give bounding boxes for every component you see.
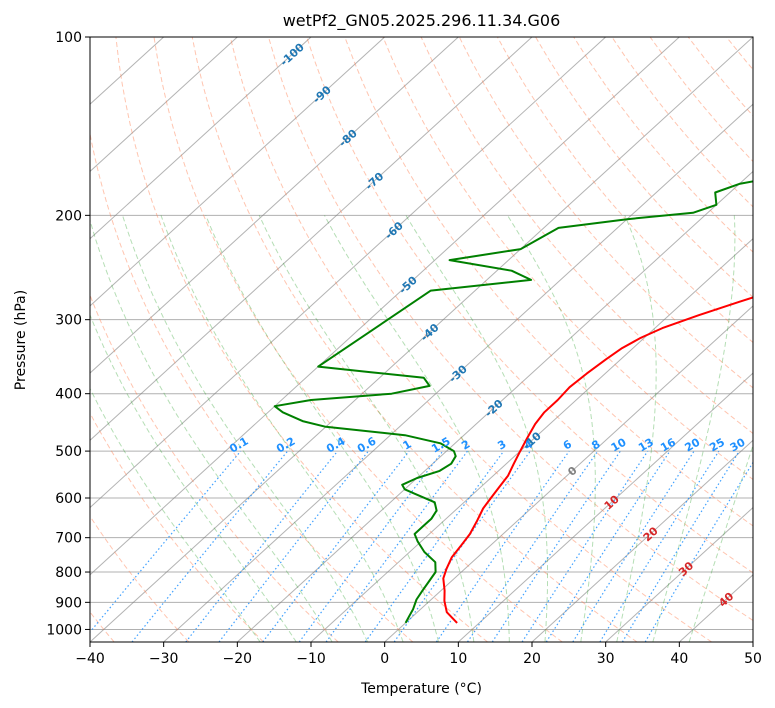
y-tick-label: 200 [55,208,82,224]
mixing-ratio-line [131,450,289,642]
isotherm-line [90,37,386,307]
y-tick-label: 600 [55,491,82,507]
y-tick-label: 900 [55,595,82,611]
dry-adiabat-line [420,37,753,435]
dewpoint-profile-line [273,180,753,624]
x-tick-label: 20 [523,651,541,667]
moist-adiabat-line [405,215,548,642]
isotherm-line [605,506,753,642]
dry-adiabat-line [90,131,414,642]
moist-adiabat-line [616,215,657,642]
isotherm-line [90,37,312,240]
mixing-ratio-line [298,450,444,642]
y-tick-label: 700 [55,531,82,547]
mixing-ratio-line [572,450,695,642]
isotherm-line [310,237,753,642]
x-tick-label: 30 [597,651,615,667]
dry-adiabat-line [268,37,753,622]
dry-adiabat-line [191,37,638,642]
dry-adiabat-line [344,37,753,527]
x-tick-label: 40 [670,651,688,667]
y-tick-label: 500 [55,444,82,460]
mixing-ratio-line [491,450,621,642]
dry-adiabat-line [496,37,753,344]
isotherm-line [384,305,753,642]
x-tick-label: 10 [449,651,467,667]
isotherm-line [236,170,753,642]
moist-adiabat-line [90,313,297,642]
isotherm-line [90,37,459,374]
isotherm-line [531,439,753,642]
isotherm-line [90,37,680,576]
dry-adiabat-line [90,412,264,642]
mixing-ratio-line [545,450,671,642]
mixing-ratio-line [185,450,339,642]
mixing-ratio-line [466,450,599,642]
y-tick-label: 100 [55,30,82,46]
chart-title: wetPf2_GN05.2025.296.11.34.G06 [283,11,561,31]
x-tick-label: −30 [149,651,179,667]
x-axis-label: Temperature (°C) [360,681,482,697]
moist-adiabat-line [507,215,596,642]
background-lines [90,37,753,642]
x-tick-label: −10 [296,651,326,667]
dry-adiabat-line [229,37,712,642]
moist-adiabat-line [688,443,753,642]
x-tick-label: −40 [75,651,105,667]
dry-adiabat-line [306,37,753,574]
isotherm-line [90,37,607,509]
x-tick-label: −20 [223,651,253,667]
x-tick-label: 0 [380,651,389,667]
isotherm-line [90,37,238,173]
mixing-ratio-line [262,450,410,642]
axis-ticks: −40 −30 −20 −10 0 10 20 30 40 50 100 200 300 400 500 60… [46,30,762,667]
mixing-ratio-line [364,450,505,642]
y-tick-label: 400 [55,387,82,403]
y-tick-label: 800 [55,565,82,581]
mixing-ratio-line [325,450,468,642]
x-tick-label: 50 [744,651,762,667]
isotherm-line [163,103,753,642]
mixing-ratio-line [90,450,242,633]
moist-adiabat-line [652,215,736,642]
isotherm-line [90,37,533,442]
y-tick-label: 300 [55,313,82,329]
mixing-ratio-line [621,450,740,642]
dry-adiabat-line [535,37,753,298]
isotherm-line [457,372,753,642]
dry-adiabat-line [153,37,563,642]
temperature-profile-line [442,296,753,624]
mixing-ratio-line [393,450,531,642]
moist-adiabat-line [122,215,369,642]
isotherm-line [90,37,753,642]
y-axis-label: Pressure (hPa) [13,290,29,390]
plot-frame [89,36,754,643]
dry-adiabat-line [115,37,488,642]
y-tick-label: 1000 [46,622,82,638]
data-series [273,180,753,624]
moist-adiabat-line [160,215,404,642]
mixing-ratio-line [521,450,649,642]
moist-adiabat-line [205,215,439,642]
dry-adiabat-line [382,37,753,481]
